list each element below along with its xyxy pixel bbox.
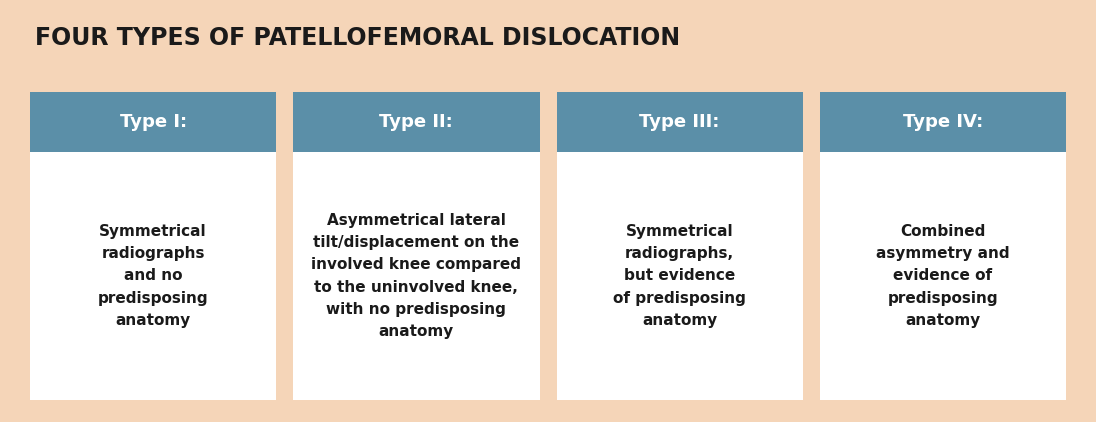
FancyBboxPatch shape [557, 92, 802, 400]
Text: Symmetrical
radiographs
and no
predisposing
anatomy: Symmetrical radiographs and no predispos… [98, 224, 208, 328]
FancyBboxPatch shape [820, 92, 1066, 400]
FancyBboxPatch shape [557, 92, 802, 152]
FancyBboxPatch shape [294, 92, 539, 400]
Text: Symmetrical
radiographs,
but evidence
of predisposing
anatomy: Symmetrical radiographs, but evidence of… [613, 224, 746, 328]
FancyBboxPatch shape [30, 92, 276, 400]
Text: Type II:: Type II: [379, 113, 454, 131]
Text: Type I:: Type I: [119, 113, 186, 131]
Text: Combined
asymmetry and
evidence of
predisposing
anatomy: Combined asymmetry and evidence of predi… [876, 224, 1009, 328]
FancyBboxPatch shape [30, 92, 276, 152]
Text: Asymmetrical lateral
tilt/displacement on the
involved knee compared
to the unin: Asymmetrical lateral tilt/displacement o… [311, 213, 522, 339]
FancyBboxPatch shape [820, 92, 1066, 152]
FancyBboxPatch shape [294, 92, 539, 152]
Text: FOUR TYPES OF PATELLOFEMORAL DISLOCATION: FOUR TYPES OF PATELLOFEMORAL DISLOCATION [35, 26, 681, 50]
Text: Type IV:: Type IV: [903, 113, 983, 131]
Text: Type III:: Type III: [639, 113, 720, 131]
